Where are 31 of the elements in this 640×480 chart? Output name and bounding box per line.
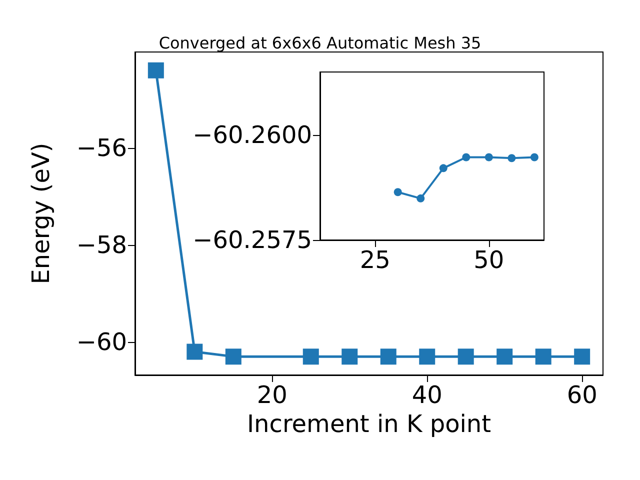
point [419, 348, 436, 365]
x-tick-label: 40 [412, 381, 442, 409]
point [225, 348, 242, 365]
point [394, 188, 402, 196]
x-axis-title: Increment in K point [246, 410, 492, 438]
point [302, 348, 319, 365]
y-tick-label: −60 [76, 328, 127, 356]
x-tick-label: 60 [566, 381, 598, 409]
point [458, 348, 474, 365]
point [484, 153, 493, 162]
point [380, 348, 396, 365]
x-tick-label: 25 [360, 246, 390, 274]
point [462, 153, 470, 162]
point [186, 344, 203, 360]
point [148, 62, 164, 78]
chart-title: Converged at 6x6x6 Automatic Mesh 35 [158, 34, 482, 52]
point [342, 348, 358, 365]
point [439, 164, 448, 172]
y-tick-label: −56 [76, 134, 127, 162]
point [416, 194, 425, 202]
y-tick-label: −58 [76, 231, 127, 260]
point [535, 348, 552, 365]
y-axis-title: Energy (eV) [27, 142, 55, 284]
y-tick-label: −60.2600 [192, 121, 312, 149]
y-tick-label: −60.2575 [192, 226, 312, 254]
point [496, 348, 513, 365]
x-tick-label: 20 [256, 381, 288, 409]
point [530, 153, 538, 162]
point [574, 348, 590, 365]
x-tick-label: 50 [474, 246, 504, 274]
point [508, 154, 516, 162]
